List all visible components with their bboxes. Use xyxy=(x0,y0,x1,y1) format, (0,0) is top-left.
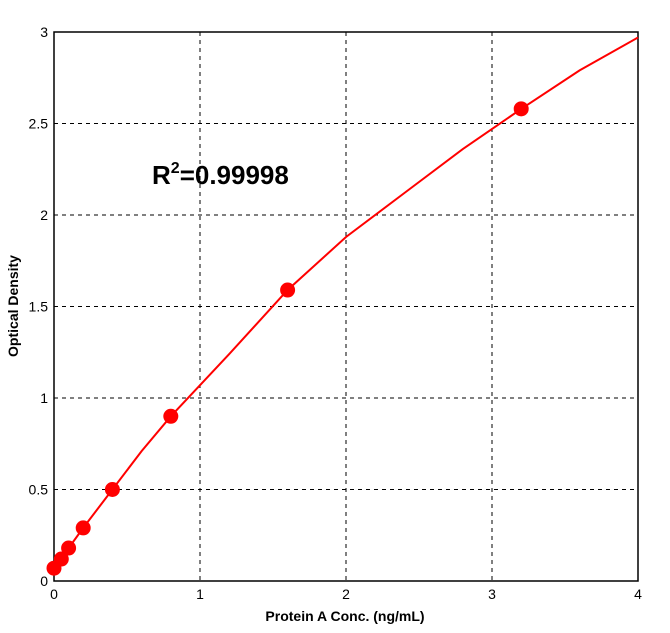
data-point xyxy=(53,551,69,567)
annotation-base: R xyxy=(152,160,171,190)
data-point xyxy=(163,408,179,424)
y-axis-label: Optical Density xyxy=(5,255,21,357)
plot-frame xyxy=(53,31,639,582)
x-axis-label: Protein A Conc. (ng/mL) xyxy=(265,608,424,624)
data-point xyxy=(513,101,529,117)
y-tick-label: 0.5 xyxy=(29,482,49,498)
y-tick-label: 1.5 xyxy=(29,299,49,315)
annotation-superscript: 2 xyxy=(171,160,180,177)
x-tick-label: 0 xyxy=(50,586,58,602)
x-tick-label: 3 xyxy=(488,586,496,602)
y-axis-ticks: 0 0.5 1 1.5 2 2.5 3 xyxy=(29,24,49,589)
x-tick-label: 2 xyxy=(342,586,350,602)
fit-curve-line xyxy=(53,36,639,569)
gridlines xyxy=(54,32,638,581)
y-tick-label: 2 xyxy=(40,207,48,223)
x-axis-ticks: 0 1 2 3 4 xyxy=(50,586,642,602)
data-points xyxy=(46,101,529,576)
y-tick-label: 0 xyxy=(40,573,48,589)
annotation-value: =0.99998 xyxy=(180,160,289,190)
y-tick-label: 2.5 xyxy=(29,116,49,132)
data-point xyxy=(280,282,296,298)
annotation-r-squared: R2=0.99998 xyxy=(152,160,289,190)
data-point xyxy=(104,482,120,497)
x-tick-label: 4 xyxy=(634,586,642,602)
data-point xyxy=(75,520,91,536)
data-point xyxy=(61,540,77,556)
x-tick-label: 1 xyxy=(196,586,204,602)
y-tick-label: 1 xyxy=(40,390,48,406)
y-tick-label: 3 xyxy=(40,24,48,40)
